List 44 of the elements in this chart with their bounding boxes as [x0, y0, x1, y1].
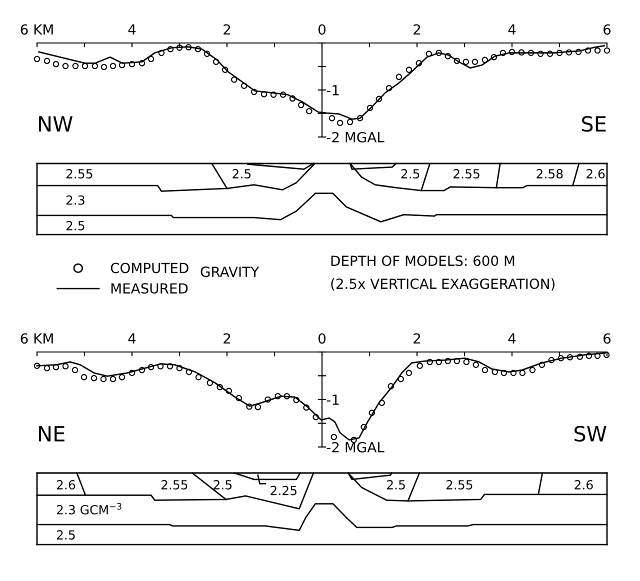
annotation: 2.5: [214, 480, 232, 490]
annotation: SW: [574, 426, 606, 442]
annotation: 2.3 GCM$^{−3}$: [56, 503, 122, 514]
annotation: 2.55: [161, 480, 188, 490]
annotation: SE: [582, 116, 606, 132]
y-tick-label: -1: [326, 85, 339, 96]
legend-label: MEASURED: [111, 283, 188, 294]
text: DEPTH OF MODELS: 600 M: [331, 256, 514, 266]
x-tick-label: 4: [128, 24, 136, 35]
y-tick-label: -2 MGAL: [326, 442, 384, 452]
x-tick-label: 6 KM: [20, 333, 53, 344]
x-tick-label: 2: [414, 24, 420, 35]
annotation: NW: [39, 116, 73, 132]
annotation: 2.55: [66, 169, 92, 179]
annotation: 2.5: [56, 530, 75, 540]
annotation: 2.55: [454, 169, 480, 179]
x-tick-label: 4: [128, 333, 136, 344]
annotation: 2.25: [270, 486, 296, 496]
annotation: 2.6: [56, 480, 76, 490]
annotation: 2.5: [66, 220, 84, 230]
x-tick-label: 6 KM: [20, 24, 53, 35]
y-tick-label: -1: [326, 394, 339, 405]
x-tick-label: 0: [318, 333, 326, 344]
legend-title: GRAVITY: [200, 266, 260, 278]
annotation: 2.6: [574, 480, 593, 490]
text: (2.5x VERTICAL EXAGGERATION): [331, 278, 554, 291]
x-tick-label: 6: [604, 24, 611, 35]
x-tick-label: 4: [508, 24, 516, 35]
annotation: 2.5: [387, 480, 405, 490]
annotation: NE: [39, 426, 64, 442]
annotation: 2.55: [446, 480, 472, 490]
annotation: 2.3: [66, 195, 84, 205]
x-tick-label: 2: [414, 333, 420, 344]
y-tick-label: -2 MGAL: [326, 132, 384, 142]
annotation: 2.5: [232, 169, 251, 179]
x-tick-label: 2: [224, 24, 230, 35]
x-tick-label: 4: [508, 333, 516, 344]
legend-label: COMPUTED: [110, 262, 188, 274]
annotation: 2.6: [586, 169, 605, 179]
x-tick-label: 0: [318, 24, 326, 35]
x-tick-label: 2: [224, 333, 230, 344]
x-tick-label: 6: [604, 333, 611, 344]
annotation: 2.5: [401, 169, 420, 179]
annotation: 2.58: [536, 169, 563, 179]
